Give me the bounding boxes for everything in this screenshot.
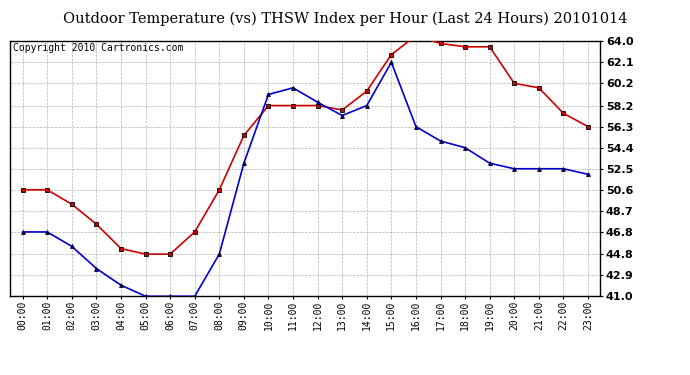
Text: Outdoor Temperature (vs) THSW Index per Hour (Last 24 Hours) 20101014: Outdoor Temperature (vs) THSW Index per … xyxy=(63,11,627,26)
Text: Copyright 2010 Cartronics.com: Copyright 2010 Cartronics.com xyxy=(13,42,184,52)
